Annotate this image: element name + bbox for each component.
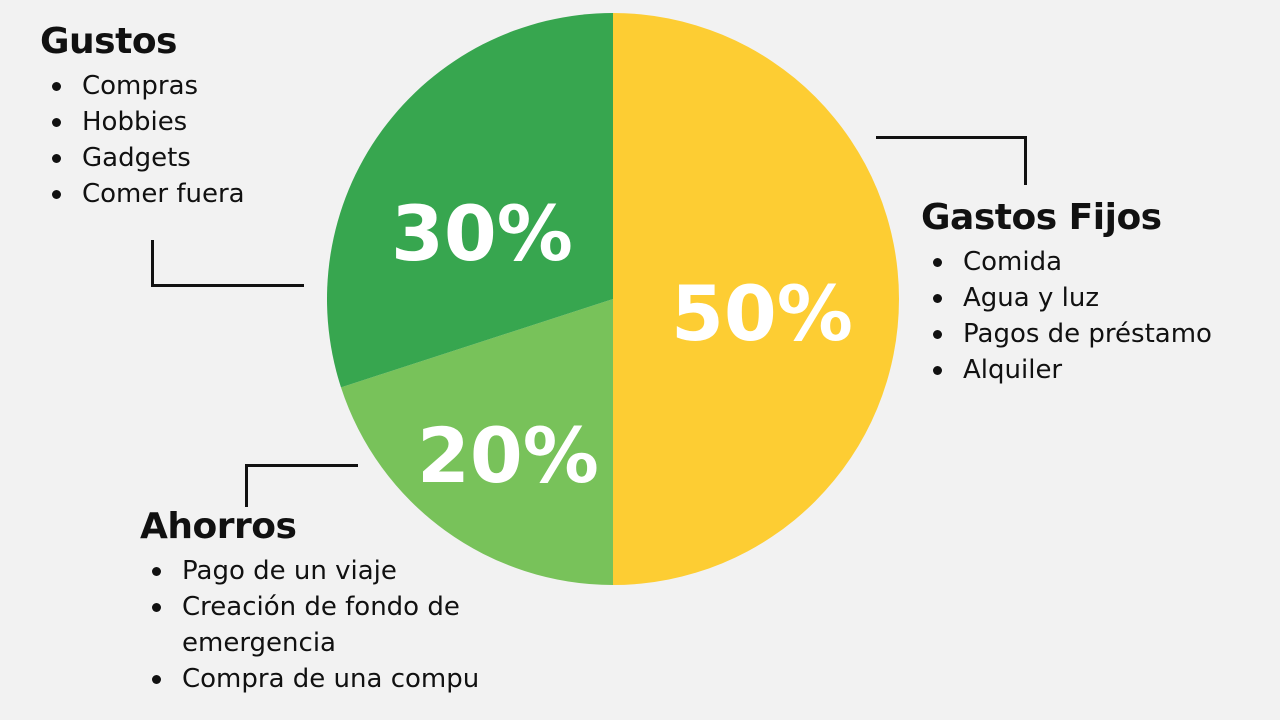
list-item: Comida [921, 244, 1212, 280]
gastos-fijos-title: Gastos Fijos [921, 197, 1162, 238]
list-item: Compra de una compu [140, 661, 500, 697]
pie-slice-label: 20% [417, 411, 599, 500]
gustos-list: Compras Hobbies Gadgets Comer fuera [40, 68, 245, 212]
gastos-fijos-list: Comida Agua y luz Pagos de préstamo Alqu… [921, 244, 1212, 388]
pie-slice-gustos [326, 13, 613, 388]
gustos-title: Gustos [40, 21, 177, 62]
ahorros-legend: Ahorros Pago de un viaje Creación de fon… [140, 507, 500, 697]
list-item: Gadgets [40, 140, 245, 176]
list-item: Alquiler [921, 352, 1212, 388]
gastos-fijos-connector [876, 136, 1027, 185]
pie-slice-label: 30% [391, 189, 573, 278]
ahorros-list: Pago de un viaje Creación de fondo de em… [140, 553, 500, 697]
pie-slice-label: 50% [671, 269, 853, 358]
list-item: Comer fuera [40, 176, 245, 212]
ahorros-title: Ahorros [140, 506, 297, 547]
gustos-connector [151, 240, 304, 287]
gastos-fijos-legend: Gastos Fijos Comida Agua y luz Pagos de … [921, 198, 1212, 388]
list-item: Creación de fondo de emergencia [140, 589, 500, 661]
list-item: Compras [40, 68, 245, 104]
pie-slice-gastos-fijos [613, 13, 899, 585]
pie-slice-ahorros [340, 299, 613, 585]
ahorros-connector [245, 464, 358, 507]
list-item: Agua y luz [921, 280, 1212, 316]
gustos-legend: Gustos Compras Hobbies Gadgets Comer fue… [40, 22, 245, 212]
list-item: Pago de un viaje [140, 553, 500, 589]
list-item: Pagos de préstamo [921, 316, 1212, 352]
list-item: Hobbies [40, 104, 245, 140]
